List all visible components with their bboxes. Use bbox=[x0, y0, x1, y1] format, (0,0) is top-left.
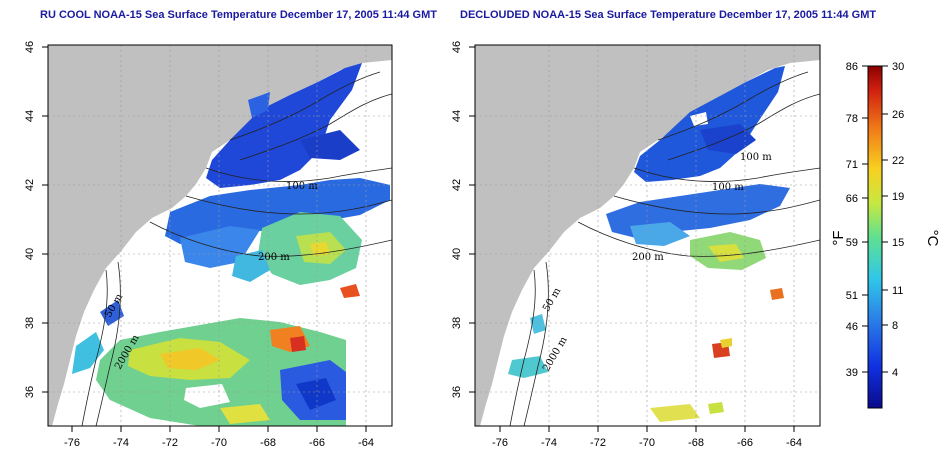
y-tick-label: 36 bbox=[451, 386, 463, 398]
contour-label-100m: 100 m bbox=[712, 182, 744, 193]
y-tick-label: 44 bbox=[451, 110, 463, 122]
colorbar-c-tick: 15 bbox=[892, 237, 904, 249]
land-mass bbox=[48, 45, 392, 426]
land-mass bbox=[475, 45, 820, 426]
colorbar-f-tick: 46 bbox=[846, 321, 858, 333]
colorbar-gradient bbox=[867, 65, 883, 409]
map-frame bbox=[47, 44, 393, 427]
x-axis: -76 -74 -72 -70 -68 -66 -64 bbox=[492, 426, 802, 449]
y-tick-label: 38 bbox=[451, 317, 463, 329]
y-tick-label: 46 bbox=[451, 41, 463, 53]
lat-lon-grid bbox=[48, 45, 392, 426]
x-tick-label: -68 bbox=[688, 437, 704, 449]
colorbar-f-tick: 86 bbox=[846, 61, 858, 73]
colorbar-c-tick: 26 bbox=[892, 109, 904, 121]
y-tick-label: 42 bbox=[451, 179, 463, 191]
temperature-colorbar: 86 78 71 66 59 51 46 39 30 26 22 19 15 1… bbox=[830, 61, 941, 409]
contour-label-200m: 200 m bbox=[632, 252, 664, 263]
colorbar-f-tick: 78 bbox=[846, 113, 858, 125]
right-map-title: DECLOUDED NOAA-15 Sea Surface Temperatur… bbox=[460, 9, 877, 21]
colorbar-c-tick: 11 bbox=[892, 285, 903, 297]
sst-cold-region bbox=[634, 66, 785, 182]
x-tick-label: -68 bbox=[260, 437, 276, 449]
x-tick-label: -74 bbox=[113, 437, 129, 449]
contour-label-200m: 200 m bbox=[258, 252, 290, 263]
x-tick-label: -64 bbox=[786, 437, 802, 449]
colorbar-f-tick: 71 bbox=[846, 159, 858, 171]
x-tick-label: -74 bbox=[541, 437, 557, 449]
x-tick-label: -66 bbox=[737, 437, 753, 449]
y-tick-label: 46 bbox=[24, 41, 36, 53]
x-axis: -76 -74 -72 -70 -68 -66 -64 bbox=[64, 426, 374, 449]
y-tick-label: 40 bbox=[24, 248, 36, 260]
left-map-panel: 100 m 200 m 50 m 2000 m 36 38 40 42 bbox=[24, 41, 393, 449]
colorbar-c-tick: 30 bbox=[892, 61, 904, 73]
x-tick-label: -72 bbox=[162, 437, 178, 449]
y-tick-label: 36 bbox=[24, 386, 36, 398]
x-tick-label: -64 bbox=[358, 437, 374, 449]
x-tick-label: -76 bbox=[492, 437, 508, 449]
left-map-title: RU COOL NOAA-15 Sea Surface Temperature … bbox=[40, 9, 437, 21]
colorbar-c-tick: 4 bbox=[892, 367, 898, 379]
x-tick-label: -70 bbox=[211, 437, 227, 449]
contour-label-100m: 100 m bbox=[740, 152, 772, 163]
y-tick-label: 42 bbox=[24, 179, 36, 191]
colorbar-f-tick: 66 bbox=[846, 193, 858, 205]
sst-shelf-band bbox=[165, 178, 390, 244]
sst-cold-region bbox=[206, 63, 362, 188]
colorbar-f-tick: 51 bbox=[846, 290, 858, 302]
colorbar-c-tick: 19 bbox=[892, 191, 904, 203]
right-map-panel: 100 m 100 m 200 m 50 m 2000 m 36 38 40 4… bbox=[451, 41, 821, 449]
y-axis: 36 38 40 42 44 46 bbox=[451, 41, 475, 398]
fahrenheit-unit-label: °F bbox=[830, 230, 847, 245]
colorbar-c-tick: 8 bbox=[892, 320, 898, 332]
x-tick-label: -70 bbox=[639, 437, 655, 449]
x-tick-label: -76 bbox=[64, 437, 80, 449]
y-tick-label: 44 bbox=[24, 110, 36, 122]
contour-label-100m: 100 m bbox=[286, 181, 318, 192]
x-tick-label: -66 bbox=[309, 437, 325, 449]
colorbar-f-tick: 59 bbox=[846, 237, 858, 249]
y-axis: 36 38 40 42 44 46 bbox=[24, 41, 48, 398]
y-tick-label: 40 bbox=[451, 248, 463, 260]
colorbar-c-tick: 22 bbox=[892, 155, 904, 167]
colorbar-f-tick: 39 bbox=[846, 367, 858, 379]
x-tick-label: -72 bbox=[590, 437, 606, 449]
celsius-unit-label: °C bbox=[924, 230, 941, 247]
lat-lon-grid bbox=[475, 45, 820, 426]
y-tick-label: 38 bbox=[24, 317, 36, 329]
